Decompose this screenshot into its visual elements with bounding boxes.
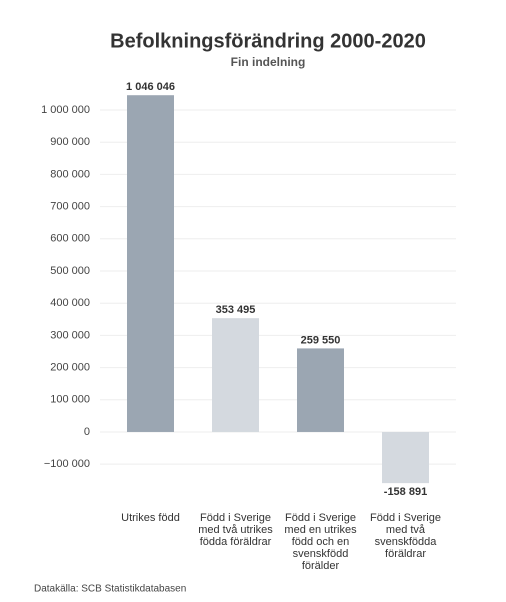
x-tick-label: Född i Sverige med två utrikes födda för…	[198, 512, 273, 548]
x-tick-label: Född i Sverige med en utrikes född och e…	[284, 512, 357, 572]
y-tick-label: 0	[84, 426, 90, 438]
chart-title: Befolkningsförändring 2000-2020	[110, 30, 426, 52]
y-tick-label: 100 000	[50, 394, 90, 406]
bar	[212, 318, 259, 432]
value-label: 259 550	[301, 334, 341, 346]
y-tick-label: 200 000	[50, 361, 90, 373]
x-tick-label: Utrikes född	[121, 512, 180, 524]
y-tick-label: 900 000	[50, 136, 90, 148]
y-tick-label: 600 000	[50, 233, 90, 245]
bar	[382, 431, 429, 484]
value-label: -158 891	[384, 486, 427, 498]
source: Datakälla: SCB Statistikdatabasen	[34, 584, 186, 595]
y-tick-label: 800 000	[50, 168, 90, 180]
value-label: 353 495	[216, 304, 256, 316]
y-tick-label: 1 000 000	[41, 104, 90, 116]
y-tick-label: 300 000	[50, 329, 90, 341]
bar	[127, 95, 174, 432]
y-tick-label: 500 000	[50, 265, 90, 277]
y-tick-label: 700 000	[50, 201, 90, 213]
value-label: 1 046 046	[126, 81, 175, 93]
chart-subtitle: Fin indelning	[231, 55, 306, 69]
y-tick-label: 400 000	[50, 297, 90, 309]
y-tick-label: −100 000	[44, 458, 90, 470]
x-tick-label: Född i Sverige med två svenskfödda föräl…	[370, 512, 441, 560]
bar	[297, 348, 344, 432]
